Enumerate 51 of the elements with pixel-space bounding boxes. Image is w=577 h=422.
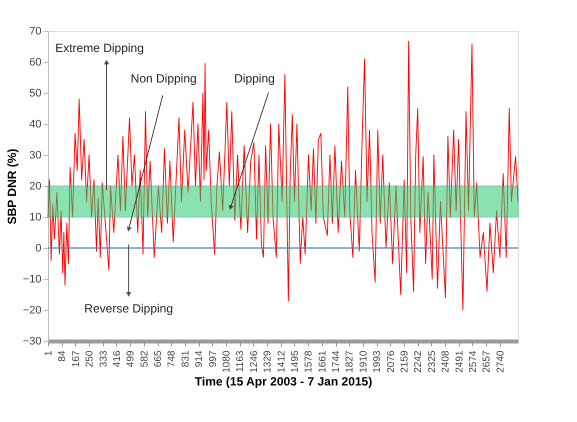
x-tick-label: 1495 — [290, 350, 301, 373]
annotation: Non Dipping — [130, 71, 197, 86]
x-tick-label: 1412 — [276, 350, 288, 373]
y-tick-label: −30 — [22, 336, 42, 348]
x-tick-label: 748 — [166, 350, 178, 368]
x-tick-label: 2657 — [482, 350, 493, 373]
x-tick-label: 2574 — [468, 350, 479, 373]
x-tick-label: 831 — [180, 350, 192, 368]
y-tick-label: 30 — [29, 150, 42, 162]
x-tick-label: 1329 — [262, 350, 274, 373]
x-tick-label: 499 — [126, 350, 137, 368]
x-tick-label: 2740 — [495, 350, 506, 373]
x-tick-label: 1 — [44, 350, 54, 356]
x-tick-label: 84 — [57, 350, 68, 362]
x-tick-label: 1578 — [304, 350, 315, 373]
y-tick-label: 60 — [29, 56, 42, 68]
x-tick-label: 1163 — [235, 350, 246, 372]
y-axis-title: SBP DNR (%) — [4, 148, 19, 224]
x-tick-label: 1080 — [222, 350, 233, 373]
x-tick-label: 2159 — [400, 350, 411, 373]
x-tick-label: 2491 — [454, 350, 466, 373]
x-tick-label: 2408 — [440, 350, 452, 373]
x-tick-label: 333 — [98, 350, 110, 368]
x-tick-label: 1993 — [372, 350, 384, 373]
x-tick-label: 665 — [153, 350, 164, 368]
y-tick-label: −20 — [22, 304, 42, 316]
y-tick-label: 20 — [29, 180, 42, 192]
x-tick-label: 250 — [84, 350, 96, 368]
x-tick-label: 1744 — [331, 350, 342, 373]
x-tick-label: 167 — [70, 350, 82, 368]
x-tick-label: 2325 — [426, 350, 438, 373]
x-tick-label: 2242 — [413, 350, 424, 373]
x-tick-label: 416 — [112, 350, 123, 368]
x-tick-label: 914 — [194, 350, 206, 368]
y-tick-label: 50 — [29, 88, 42, 100]
x-tick-label: 1246 — [248, 350, 260, 373]
x-tick-label: 1827 — [344, 350, 356, 373]
y-tick-label: 10 — [29, 212, 42, 224]
x-tick-label: 2076 — [386, 350, 397, 373]
y-tick-label: 0 — [35, 242, 42, 254]
x-tick-label: 997 — [208, 350, 219, 368]
annotation: Dipping — [234, 72, 275, 86]
x-tick-label: 1910 — [358, 350, 370, 373]
x-axis-title: Time (15 Apr 2003 - 7 Jan 2015) — [194, 374, 372, 389]
annotation: Reverse Dipping — [84, 302, 174, 316]
x-tick-label: 1661 — [317, 350, 328, 373]
annotation: Extreme Dipping — [55, 41, 144, 55]
y-tick-label: 70 — [29, 26, 42, 38]
x-tick-label: 582 — [139, 350, 150, 368]
y-tick-label: −10 — [22, 274, 42, 286]
y-tick-label: 40 — [29, 118, 42, 130]
